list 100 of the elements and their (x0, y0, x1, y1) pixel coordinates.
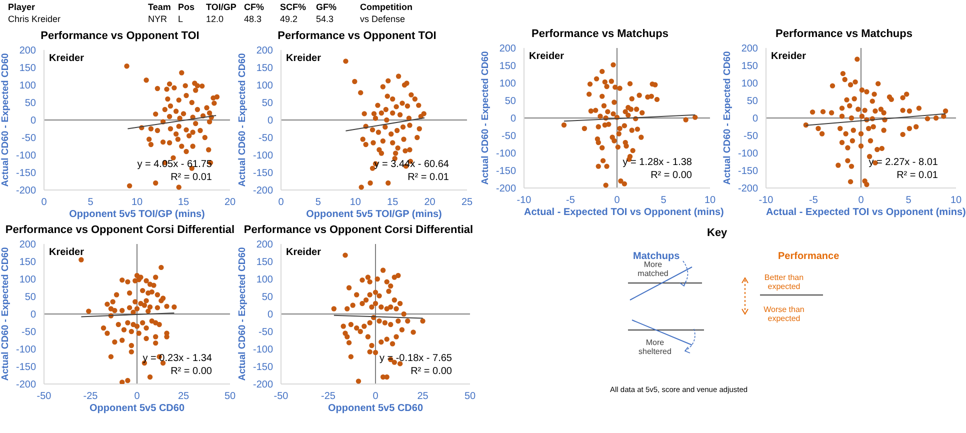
chart-title: Performance vs Opponent TOI (40, 30, 200, 44)
y-tick-label: 0 (510, 114, 516, 125)
point (380, 84, 386, 90)
y-tick-label: 50 (24, 292, 36, 304)
point (402, 148, 408, 154)
text: Matchups (633, 251, 680, 262)
point (404, 80, 410, 86)
y-tick-label: 100 (19, 274, 36, 286)
annotation: R² = 0.00 (650, 170, 692, 181)
text: Pos (178, 2, 195, 12)
point (378, 150, 384, 156)
point (370, 127, 376, 132)
y-tick-label: -150 (496, 166, 516, 178)
y-tick-label: 150 (499, 61, 516, 72)
y-tick-label: -200 (16, 186, 36, 197)
chart-title: Performance vs Opponent Corsi Differential (4, 224, 236, 238)
annotation: R² = 0.00 (410, 366, 452, 377)
point (386, 78, 391, 84)
annotation: R² = 0.01 (170, 172, 212, 183)
annotation: R² = 0.01 (896, 170, 938, 181)
x-tick-label: 20 (424, 197, 436, 208)
y-tick-label: -50 (258, 327, 274, 338)
y-tick-label: 200 (499, 44, 516, 55)
text: 48.3 (244, 14, 262, 24)
point (390, 96, 396, 102)
x-tick-label: 10 (350, 197, 362, 208)
point (378, 110, 384, 116)
point (395, 145, 400, 151)
point (383, 106, 389, 112)
point (416, 102, 422, 108)
y-tick-label: 100 (19, 80, 36, 92)
x-tick-label: 25 (178, 391, 190, 402)
text: More matched (638, 260, 668, 278)
y-tick-label: -100 (252, 150, 274, 162)
annotation: y = 4.05x - 61.75 (137, 159, 212, 170)
chart-title: Performance vs Opponent TOI (276, 30, 438, 44)
y-tick-label: -150 (16, 168, 36, 180)
point (408, 92, 414, 98)
text: NYR (148, 14, 168, 24)
text: Competition (360, 2, 412, 12)
x-tick-label: 5 (315, 197, 322, 208)
y-axis-title: Actual CD60 - Expected CD60 (237, 246, 249, 383)
annotation: y = 1.28x - 1.38 (622, 157, 692, 168)
point (412, 96, 418, 102)
point (360, 136, 366, 142)
x-tick-label: 5 (88, 197, 94, 208)
text: vs Defense (360, 14, 406, 24)
annotation: Kreider (286, 53, 322, 64)
text: SCF% (280, 2, 306, 12)
x-tick-label: -25 (83, 391, 98, 402)
y-tick-label: -50 (502, 131, 516, 142)
point (371, 111, 377, 116)
y-tick-label: -50 (22, 327, 36, 338)
point (392, 150, 398, 156)
point (400, 124, 406, 130)
y-tick-label: 50 (24, 98, 36, 110)
y-axis-title: Actual CD60 - Expected CD60 (237, 52, 249, 189)
y-tick-label: 0 (30, 310, 36, 321)
x-tick-label: 25 (417, 391, 429, 402)
point (384, 117, 390, 123)
chart-title: Performance vs Matchups (530, 28, 670, 42)
point (368, 180, 373, 186)
text: CF% (244, 2, 264, 12)
text: GF% (316, 2, 337, 12)
annotation: Kreider (286, 247, 322, 258)
y-tick-label: 50 (262, 292, 274, 304)
x-tick-label: -5 (809, 195, 818, 206)
y-tick-label: -200 (496, 184, 516, 195)
annotation: Kreider (49, 53, 84, 64)
y-tick-label: -150 (16, 362, 36, 374)
y-tick-label: 150 (741, 61, 758, 72)
point (343, 58, 348, 64)
y-tick-label: -50 (22, 133, 36, 144)
y-tick-label: -50 (744, 131, 758, 142)
x-tick-label: 0 (278, 197, 284, 208)
y-tick-label: -150 (738, 166, 758, 178)
y-tick-label: 0 (267, 310, 274, 321)
y-tick-label: 0 (267, 116, 274, 127)
x-tick-label: 20 (224, 197, 236, 208)
y-tick-label: 100 (256, 80, 274, 92)
y-tick-label: -100 (252, 344, 274, 356)
point (358, 90, 364, 96)
y-tick-label: -150 (252, 168, 274, 180)
y-tick-label: 200 (19, 240, 36, 251)
y-tick-label: -100 (16, 150, 36, 162)
y-axis-title: Actual CD60 - Expected CD60 (480, 50, 492, 187)
point (370, 140, 376, 146)
point (386, 180, 391, 186)
x-axis-title: Opponent 5v5 CD60 (88, 403, 186, 414)
point (382, 124, 388, 130)
y-tick-label: 100 (499, 78, 516, 90)
text: 12.0 (206, 14, 224, 24)
point (362, 111, 367, 116)
y-tick-label: 0 (30, 116, 36, 127)
y-tick-label: 50 (262, 98, 274, 110)
point (384, 94, 390, 99)
y-tick-label: -200 (738, 184, 758, 195)
point (400, 100, 405, 106)
y-tick-label: 200 (741, 44, 758, 55)
point (401, 136, 406, 142)
